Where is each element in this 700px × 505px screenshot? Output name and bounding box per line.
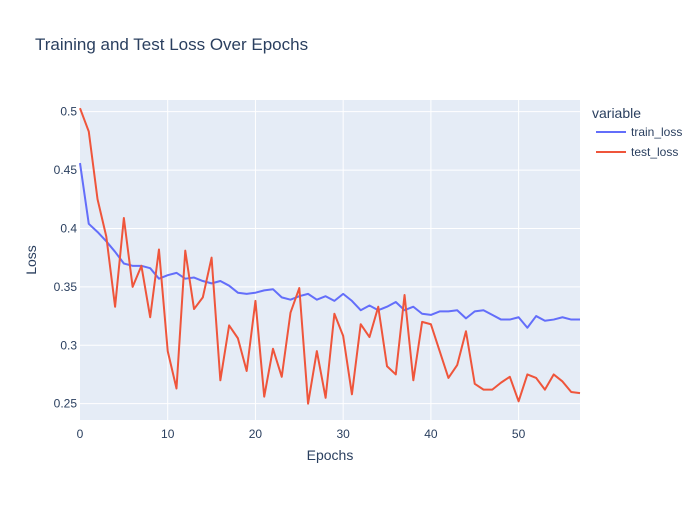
x-axis-label: Epochs: [307, 447, 354, 463]
y-tick-label: 0.35: [54, 280, 78, 294]
legend-label: test_loss: [631, 145, 678, 159]
y-tick-label: 0.45: [54, 163, 78, 177]
grid-lines: [80, 100, 580, 420]
x-tick-label: 10: [161, 427, 175, 441]
series-line-train-loss[interactable]: [79, 162, 580, 329]
series-lines: [79, 107, 581, 405]
legend-item-test-loss[interactable]: test_loss: [596, 145, 678, 159]
y-axis-label: Loss: [23, 245, 39, 275]
x-tick-label: 40: [424, 427, 438, 441]
x-tick-label: 20: [249, 427, 263, 441]
y-tick-label: 0.3: [60, 338, 77, 352]
legend-title: variable: [592, 105, 641, 121]
legend-item-train-loss[interactable]: train_loss: [596, 125, 682, 139]
x-tick-label: 30: [336, 427, 350, 441]
x-tick-label: 50: [512, 427, 526, 441]
series-line-test-loss[interactable]: [79, 107, 581, 405]
chart-title: Training and Test Loss Over Epochs: [35, 35, 308, 54]
x-tick-label: 0: [77, 427, 84, 441]
plot-area: [80, 100, 580, 420]
y-tick-label: 0.5: [60, 105, 77, 119]
legend[interactable]: variable train_loss test_loss: [592, 105, 682, 159]
y-tick-label: 0.25: [54, 397, 78, 411]
legend-label: train_loss: [631, 125, 682, 139]
y-tick-label: 0.4: [60, 221, 77, 235]
tick-labels: 0 10 20 30 40 50 0.25 0.3 0.35 0.4 0.45 0.5: [54, 105, 526, 441]
legend-items[interactable]: train_loss test_loss: [596, 125, 682, 159]
